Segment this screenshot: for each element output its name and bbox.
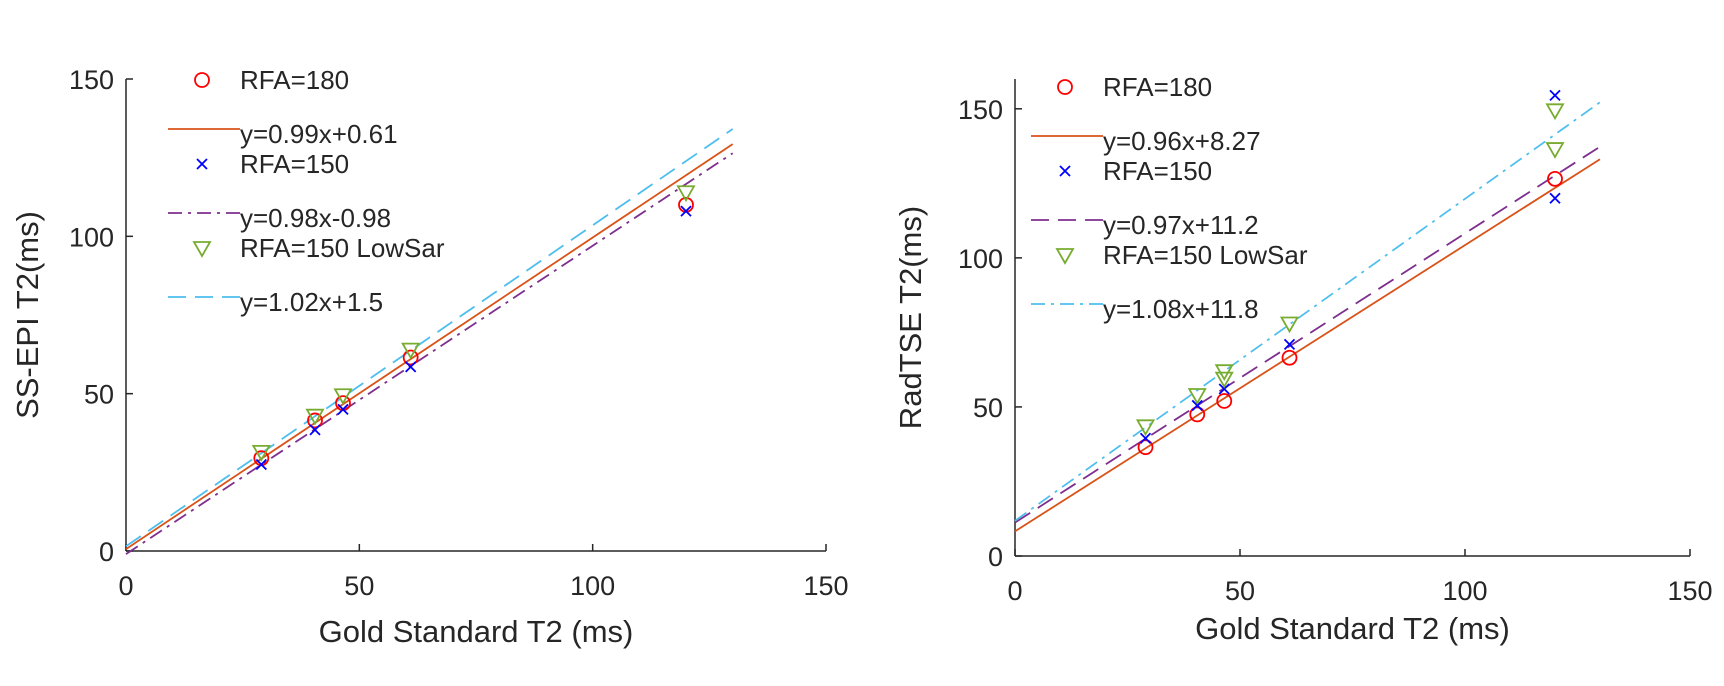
- data-point: [1191, 399, 1203, 412]
- x-tick-label: 0: [118, 571, 133, 601]
- data-point: [405, 361, 417, 373]
- legend-label: y=0.98x-0.98: [240, 203, 391, 233]
- data-point: [1139, 432, 1152, 444]
- x-axis-label: Gold Standard T2 (ms): [319, 614, 634, 649]
- data-point: [251, 444, 271, 462]
- data-point: [1187, 388, 1207, 405]
- fit-line: [1014, 101, 1601, 522]
- legend-label: RFA=180: [240, 65, 349, 95]
- data-point: [1216, 393, 1233, 409]
- legend-marker: [196, 158, 208, 170]
- y-tick-label: 50: [973, 393, 1003, 423]
- data-point: [1283, 338, 1296, 350]
- x-axis-label: Gold Standard T2 (ms): [1195, 611, 1510, 646]
- data-point: [305, 408, 325, 426]
- y-tick-label: 100: [69, 222, 114, 252]
- data-point: [1545, 142, 1565, 159]
- legend-label: RFA=150: [1103, 156, 1212, 186]
- legend-label: RFA=150 LowSar: [240, 233, 445, 263]
- fit-line: [1014, 145, 1601, 524]
- legend-marker: [194, 72, 210, 88]
- data-point: [1214, 364, 1234, 381]
- x-tick-label: 50: [1225, 576, 1255, 606]
- legend-label: y=0.97x+11.2: [1103, 210, 1259, 240]
- x-tick-label: 100: [570, 571, 615, 601]
- x-tick-label: 100: [1442, 576, 1487, 606]
- x-tick-label: 150: [803, 571, 848, 601]
- y-tick-label: 150: [69, 65, 114, 95]
- legend-label: y=0.96x+8.27: [1103, 126, 1261, 156]
- legend-label: RFA=180: [1103, 72, 1212, 102]
- data-point: [1549, 192, 1561, 204]
- data-point: [1214, 371, 1234, 389]
- fit-line: [125, 152, 734, 555]
- y-axis-label: RadTSE T2(ms): [893, 206, 928, 429]
- y-axis-label: SS-EPI T2(ms): [10, 211, 45, 419]
- legend-marker: [1055, 248, 1075, 265]
- legend-label: y=0.99x+0.61: [240, 119, 398, 149]
- legend-label: RFA=150: [240, 149, 349, 179]
- legend-label: y=1.08x+11.8: [1103, 294, 1259, 324]
- y-tick-label: 100: [958, 244, 1003, 274]
- legend-marker: [192, 241, 212, 258]
- data-point: [1189, 406, 1206, 423]
- data-point: [307, 412, 323, 429]
- data-point: [309, 424, 321, 436]
- data-point: [1549, 89, 1561, 102]
- x-tick-label: 150: [1667, 576, 1712, 606]
- y-tick-label: 150: [958, 95, 1003, 125]
- data-point: [255, 458, 267, 471]
- data-point: [1547, 170, 1563, 187]
- data-point: [1135, 419, 1156, 437]
- x-tick-label: 0: [1007, 576, 1022, 606]
- data-point: [1218, 383, 1230, 395]
- fit-line: [125, 143, 734, 550]
- fit-line: [1014, 158, 1601, 533]
- legend-marker: [1057, 79, 1073, 95]
- legend-marker: [1059, 165, 1071, 177]
- legend-label: RFA=150 LowSar: [1103, 240, 1308, 270]
- data-point: [680, 205, 692, 217]
- data-point: [333, 388, 353, 406]
- data-point: [1279, 316, 1300, 334]
- data-point: [337, 403, 349, 416]
- chart-2: 0 50 100 150 0 50 100 150 Gold Standard T2 (ms) R…: [893, 72, 1713, 646]
- fit-line: [125, 128, 734, 548]
- data-point: [402, 349, 419, 366]
- data-point: [676, 185, 696, 203]
- chart-1: 0 50 100 150 0 50 100 150 Gold Standard T2 (ms) S…: [10, 65, 849, 649]
- legend-label: y=1.02x+1.5: [240, 287, 383, 317]
- data-point: [1545, 103, 1565, 121]
- y-tick-label: 0: [988, 542, 1003, 572]
- data-point: [1281, 349, 1298, 366]
- data-point: [1137, 439, 1154, 456]
- x-tick-label: 50: [344, 571, 374, 601]
- y-tick-label: 50: [84, 380, 114, 410]
- data-point: [401, 342, 421, 360]
- y-tick-label: 0: [99, 537, 114, 567]
